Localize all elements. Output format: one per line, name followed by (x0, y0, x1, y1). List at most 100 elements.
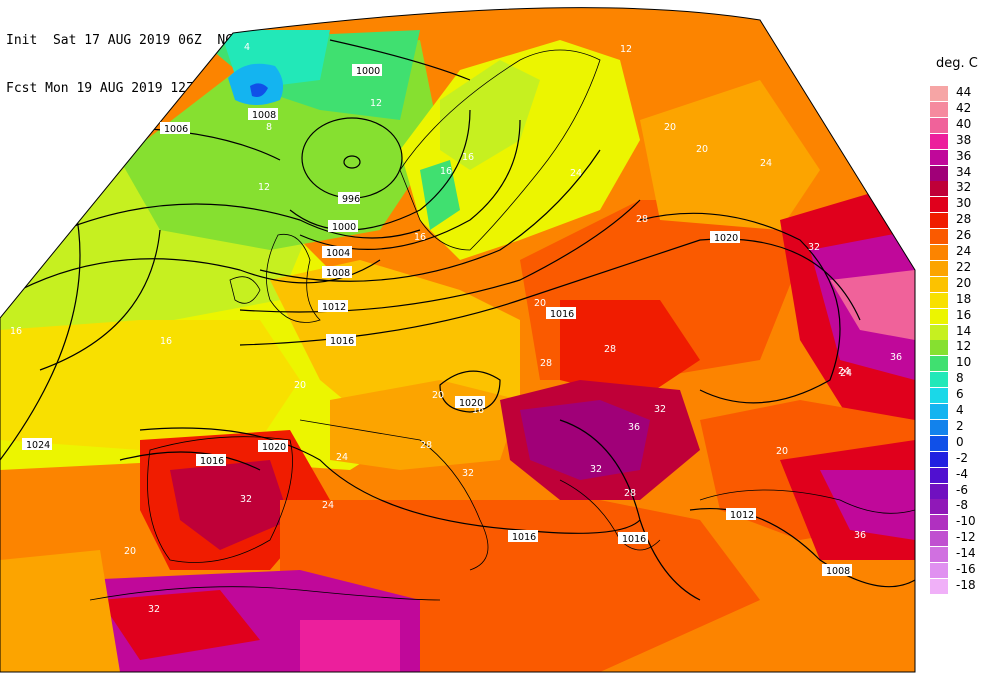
isobar-label: 1004 (322, 246, 352, 259)
legend-label: -18 (956, 577, 976, 592)
temp-label: 16 (462, 152, 474, 163)
temp-label: 32 (148, 604, 160, 615)
temp-label: 20 (664, 122, 676, 133)
temp-label: 24 (840, 368, 852, 379)
legend-swatch (930, 292, 948, 308)
isobar-label: 1016 (546, 307, 576, 320)
legend-swatch (930, 356, 948, 372)
isobar-label: 996 (338, 192, 360, 205)
temperature-labels: 4 8 12 12 16 16 16 16 20 20 20 20 20 24 … (10, 42, 902, 615)
legend-swatch (930, 451, 948, 467)
legend-swatch (930, 388, 948, 404)
svg-text:1020: 1020 (262, 442, 286, 453)
temp-label: 12 (620, 44, 632, 55)
svg-text:1008: 1008 (826, 566, 850, 577)
legend-swatch (930, 578, 948, 594)
legend-swatch (930, 245, 948, 260)
legend-swatch (930, 181, 948, 197)
temp-label: 20 (776, 446, 788, 457)
legend-label: -6 (956, 482, 968, 497)
svg-text:1020: 1020 (459, 398, 483, 409)
legend-swatch (930, 324, 948, 340)
svg-text:1024: 1024 (26, 440, 50, 451)
legend-label: 2 (956, 418, 964, 433)
temp-label: 28 (636, 214, 648, 225)
legend-title: deg. C (936, 56, 978, 71)
temp-label: 24 (322, 500, 334, 511)
temp-label: 32 (240, 494, 252, 505)
temp-label: 20 (534, 298, 546, 309)
temp-label: 32 (808, 242, 820, 253)
legend-label: 40 (956, 116, 972, 131)
legend-swatch (930, 213, 948, 229)
legend-swatch (930, 563, 948, 578)
temp-label: 16 (160, 336, 172, 347)
legend-label: -2 (956, 450, 968, 465)
legend-label: -8 (956, 498, 968, 513)
legend-swatch (930, 435, 948, 451)
svg-text:1012: 1012 (730, 510, 754, 521)
temp-label: 36 (854, 530, 866, 541)
temp-label: 8 (266, 122, 272, 133)
isobar-label: 1012 (726, 508, 756, 521)
legend-label: 14 (956, 323, 972, 338)
legend-label: 26 (956, 228, 972, 243)
temp-label: 20 (294, 380, 306, 391)
temp-label: 4 (244, 42, 250, 53)
temp-label: 28 (540, 358, 552, 369)
legend-swatch (930, 483, 948, 499)
temp-label: 20 (432, 390, 444, 401)
svg-text:1000: 1000 (332, 222, 356, 233)
legend-label: 24 (956, 244, 972, 258)
isobar-label: 1008 (322, 266, 352, 279)
legend-swatch (930, 531, 948, 547)
legend-label: 20 (956, 275, 972, 290)
isobar-label: 1000 (328, 220, 358, 233)
svg-text:1016: 1016 (550, 309, 574, 320)
legend-swatch (930, 372, 948, 388)
legend-label: 10 (956, 355, 972, 370)
legend-label: 18 (956, 291, 972, 306)
isobar-label: 1020 (455, 396, 485, 409)
temp-label: 36 (890, 352, 902, 363)
svg-text:1016: 1016 (512, 532, 536, 543)
legend-swatch (930, 419, 948, 435)
isobar-label: 1024 (22, 438, 52, 451)
temp-label: 24 (760, 158, 772, 169)
svg-text:1016: 1016 (622, 534, 646, 545)
legend-label: 16 (956, 307, 972, 322)
temp-label: 28 (624, 488, 636, 499)
legend-label: 12 (956, 339, 972, 354)
temp-label: 24 (336, 452, 348, 463)
legend-swatch (930, 133, 948, 149)
temp-label: 20 (696, 144, 708, 155)
legend-label: 6 (956, 387, 964, 402)
isobar-label: 1020 (258, 440, 288, 453)
svg-text:1016: 1016 (200, 456, 224, 467)
isobar-label: 1016 (618, 532, 648, 545)
legend-swatch (930, 340, 948, 356)
legend-label: -12 (956, 530, 976, 545)
legend-label: 38 (956, 132, 972, 147)
isobar-label: 1016 (508, 530, 538, 543)
legend-label: 28 (956, 212, 972, 227)
temp-label: 32 (590, 464, 602, 475)
legend-swatch (930, 308, 948, 324)
coastlines (89, 49, 915, 601)
legend-swatch (930, 404, 948, 419)
temp-label: 24 (838, 366, 850, 377)
legend-swatch (930, 547, 948, 563)
legend-label: 42 (956, 100, 972, 115)
temperature-legend: deg. C 44 42 40 38 36 34 32 30 28 26 24 22 20 18 16 14 1… (926, 56, 996, 594)
legend-swatch (930, 86, 948, 101)
legend-label: 22 (956, 259, 972, 274)
map-domain-border (0, 7, 916, 673)
legend-swatch (930, 149, 948, 165)
legend-swatch (930, 515, 948, 531)
temp-label: 28 (420, 440, 432, 451)
isobar-label: 1016 (326, 334, 356, 347)
temp-label: 32 (462, 468, 474, 479)
legend-swatch (930, 101, 948, 117)
